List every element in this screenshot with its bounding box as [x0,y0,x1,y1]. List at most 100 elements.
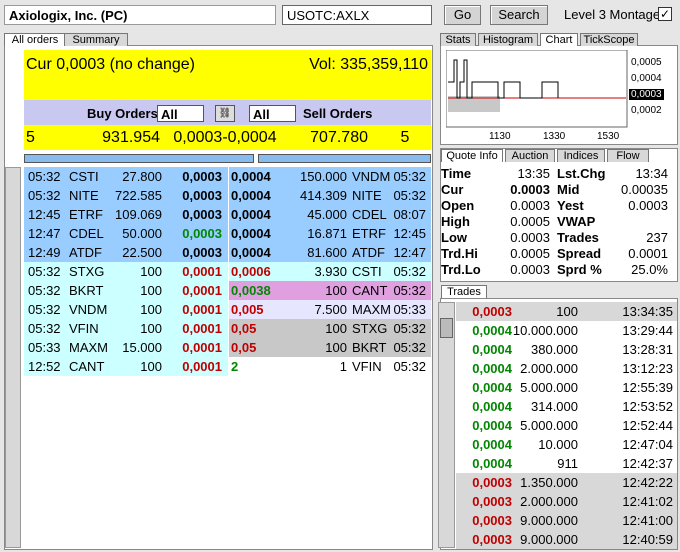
trade-time: 12:41:02 [622,494,673,509]
buy-row [24,262,228,281]
sell-mm: ATDF [352,245,385,260]
quote-value: 0.0001 [628,246,668,261]
quote-label: Yest [557,198,584,213]
quote-tab[interactable]: Quote Info [441,149,503,162]
trade-time: 12:53:52 [622,399,673,414]
chart-volume [448,96,500,112]
trade-row [456,473,677,492]
sell-mm: CDEL [352,207,387,222]
right-tab[interactable]: Histogram [478,33,538,46]
summary-bar [24,125,431,150]
left-tab[interactable]: Summary [64,33,128,46]
summary-value: 707.780 [310,129,368,146]
quote-label: Spread [557,246,602,261]
sell-size: 3.930 [314,264,347,279]
sell-time: 05:32 [393,188,426,203]
sell-filter[interactable]: All [249,105,296,122]
trade-size: 911 [557,456,578,471]
trade-size: 5.000.000 [520,418,578,433]
search-button[interactable]: Search [490,5,548,25]
trade-time: 13:34:35 [622,304,673,319]
trade-price: 0,0003 [472,475,512,490]
buy-row [24,281,228,300]
buy-row [24,243,228,262]
trade-time: 12:47:04 [622,437,673,452]
quote-value: 237 [646,230,668,245]
buy-size: 50.000 [122,226,162,241]
trade-size: 100 [556,304,578,319]
quote-label: Mid [557,182,580,197]
chart-y-tick: 0,0004 [631,73,662,84]
buy-depth-bar [24,154,254,163]
right-tab[interactable]: Chart [540,33,578,46]
level3-checkbox[interactable]: ✓ [658,7,672,21]
chart-x-tick: 1530 [597,131,620,142]
buy-price: 0,0001 [182,321,222,336]
sell-time: 05:32 [393,321,426,336]
trade-time: 13:28:31 [622,342,673,357]
quote-value: 25.0% [631,262,668,277]
trades-scrollbar[interactable] [438,302,455,548]
quote-value: 0.0003 [510,262,550,277]
sell-row [229,186,431,205]
quote-value: 13:34 [635,166,668,181]
link-icon[interactable]: ⛓ [215,105,235,122]
quote-tab[interactable]: Indices [557,149,605,162]
right-tab[interactable]: TickScope [580,33,638,46]
buy-row [24,186,228,205]
montage-scrollbar[interactable] [5,167,21,548]
trades-tab[interactable]: Trades [441,285,487,298]
buy-filter[interactable]: All [157,105,204,122]
trade-size: 10.000.000 [512,323,578,338]
sell-mm: ETRF [352,226,386,241]
buy-price: 0,0003 [182,188,222,203]
buy-mm: VNDM [69,302,108,317]
chart-y-tick: 0,0003 [629,89,664,100]
quote-tab[interactable]: Flow [607,149,649,162]
trade-size: 5.000.000 [520,380,578,395]
buy-mm: MAXM [69,340,108,355]
quote-label: Trades [557,230,599,245]
sell-mm: VFIN [352,359,382,374]
buy-price: 0,0001 [182,264,222,279]
sell-size: 100 [325,283,347,298]
trade-price: 0,0004 [472,418,512,433]
trade-size: 380.000 [531,342,578,357]
sell-time: 05:32 [393,283,426,298]
sell-row [229,224,431,243]
chart-y-tick: 0,0002 [631,105,662,116]
trade-price: 0,0003 [472,304,512,319]
trade-row [456,397,677,416]
buy-mm: NITE [69,188,99,203]
trade-price: 0,0004 [472,456,512,471]
buy-price: 0,0001 [182,302,222,317]
sell-size: 45.000 [307,207,347,222]
go-button[interactable]: Go [444,5,481,25]
quote-label: Open [441,198,475,213]
left-tab[interactable]: All orders [4,33,66,46]
buy-size: 722.585 [115,188,162,203]
quote-label: Low [441,230,467,245]
sell-mm: BKRT [352,340,387,355]
chart-frame [446,50,628,128]
quote-tab[interactable]: Auction [505,149,555,162]
right-tab[interactable]: Stats [440,33,476,46]
quote-value: 0.0005 [510,246,550,261]
quote-value: 0.0003 [510,198,550,213]
buy-size: 100 [140,321,162,336]
buy-size: 22.500 [122,245,162,260]
company-name: Axiologix, Inc. (PC) [4,5,276,25]
sell-price: 0,0004 [231,207,271,222]
buy-size: 100 [140,359,162,374]
buy-price: 0,0003 [182,245,222,260]
buy-row [24,205,228,224]
symbol-input[interactable]: USOTC:AXLX [282,5,432,25]
buy-price: 0,0001 [182,283,222,298]
sell-time: 05:32 [393,340,426,355]
trade-price: 0,0004 [472,380,512,395]
buy-price: 0,0001 [182,340,222,355]
trades-scroll-thumb[interactable] [440,318,453,338]
trade-row [456,435,677,454]
sell-row [229,357,431,376]
